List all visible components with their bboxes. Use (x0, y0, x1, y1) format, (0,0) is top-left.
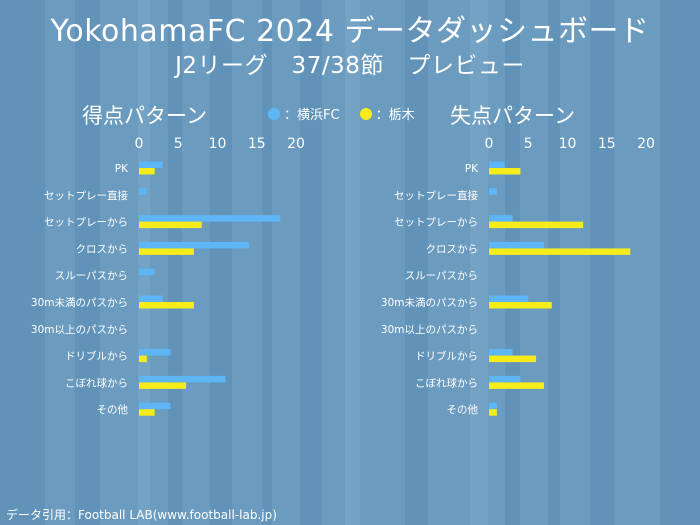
bg-stripe (660, 0, 700, 525)
bg-stripe (548, 0, 560, 525)
bar-yokohama (139, 402, 171, 410)
bar-tochigi (139, 168, 155, 175)
bar-yokohama (139, 295, 163, 302)
bar-tochigi (139, 221, 202, 229)
bg-stripe (168, 0, 182, 525)
bar-yokohama (489, 349, 513, 356)
bar-tochigi (489, 221, 584, 229)
bg-stripe (262, 0, 272, 525)
category-label: ドリブルから (65, 350, 128, 363)
legend-yokohama-swatch (268, 107, 280, 120)
x-tick-label: 5 (524, 136, 533, 152)
bar-tochigi (139, 302, 194, 309)
x-tick-label: 20 (287, 136, 305, 152)
category-label: その他 (97, 403, 129, 416)
category-label: 30m未満のパスから (381, 297, 478, 309)
data-source-credit: データ引用：Football LAB(www.football-lab.jp) (6, 508, 277, 522)
x-tick-label: 15 (598, 136, 616, 152)
category-label: PK (465, 163, 479, 175)
category-label: スルーパスから (405, 270, 478, 282)
x-tick-label: 10 (559, 136, 577, 152)
bg-stripe (300, 0, 322, 525)
category-label: PK (115, 163, 129, 175)
category-label: クロスから (76, 243, 129, 255)
bar-tochigi (139, 248, 194, 255)
bar-yokohama (489, 188, 497, 195)
bar-yokohama (139, 349, 171, 356)
bar-yokohama (139, 268, 155, 276)
bar-yokohama (489, 161, 505, 168)
bar-tochigi (489, 248, 631, 255)
bar-tochigi (489, 302, 552, 309)
bg-stripe (0, 0, 45, 525)
category-label: ドリブルから (415, 350, 478, 363)
bar-yokohama (489, 295, 529, 302)
x-tick-label: 0 (135, 136, 144, 152)
bar-yokohama (489, 402, 497, 410)
bg-stripe (405, 0, 428, 525)
bar-yokohama (139, 161, 163, 168)
bar-tochigi (489, 355, 537, 363)
bar-tochigi (489, 168, 521, 175)
page-title: YokohamaFC 2024 データダッシュボード (50, 14, 650, 49)
bar-tochigi (489, 382, 544, 389)
category-label: 30m以上のパスから (381, 324, 478, 336)
bg-stripe (75, 0, 100, 525)
bg-stripe (210, 0, 232, 525)
conceded-chart-title: 失点パターン (450, 104, 575, 128)
category-label: 30m未満のパスから (31, 297, 128, 309)
bg-stripe (590, 0, 614, 525)
legend-tochigi-label: ：栃木 (375, 108, 415, 123)
bar-tochigi (139, 382, 187, 389)
category-label: こぼれ球から (415, 376, 478, 389)
bg-stripe (505, 0, 520, 525)
bar-yokohama (489, 215, 513, 222)
category-label: セットプレー直接 (394, 189, 478, 202)
category-label: 30m以上のパスから (31, 324, 128, 336)
category-label: セットプレー直接 (44, 189, 128, 202)
category-label: セットプレーから (394, 217, 478, 229)
legend-tochigi-swatch (359, 107, 372, 120)
bar-tochigi (489, 409, 497, 416)
bar-yokohama (489, 241, 544, 249)
category-label: セットプレーから (44, 217, 128, 229)
bar-tochigi (139, 409, 155, 416)
bar-tochigi (139, 355, 147, 363)
bar-yokohama (139, 215, 281, 222)
x-tick-label: 0 (485, 136, 494, 152)
bar-yokohama (139, 188, 147, 195)
bg-stripe (470, 0, 488, 525)
bar-yokohama (139, 375, 226, 383)
x-tick-label: 15 (248, 136, 266, 152)
x-tick-label: 20 (637, 136, 655, 152)
bg-stripe (345, 0, 360, 525)
bar-yokohama (489, 375, 521, 383)
legend-yokohama-label: ：横浜FC (284, 108, 340, 123)
x-tick-label: 5 (174, 136, 183, 152)
chart-legend: ：横浜FC ：栃木 (268, 104, 415, 123)
page-subtitle: J2リーグ 37/38節 プレビュー (175, 53, 525, 79)
scoring-chart-title: 得点パターン (82, 104, 207, 128)
category-label: その他 (447, 403, 479, 416)
x-tick-label: 10 (209, 136, 227, 152)
category-label: スルーパスから (55, 270, 128, 282)
category-label: こぼれ球から (65, 376, 128, 389)
category-label: クロスから (426, 243, 479, 255)
bg-stripe (138, 0, 150, 525)
bar-yokohama (139, 241, 249, 249)
